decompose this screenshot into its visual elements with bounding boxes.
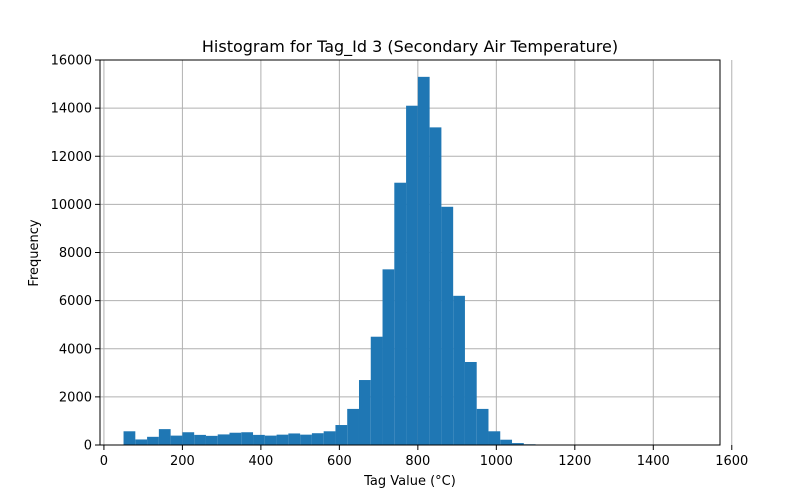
histogram-bar	[476, 408, 489, 445]
histogram-bar	[429, 127, 442, 445]
histogram-bar	[512, 443, 524, 445]
histogram-bar	[253, 434, 265, 445]
histogram-bar	[406, 105, 418, 445]
histogram-bar	[417, 76, 430, 445]
x-tick-label: 1000	[480, 454, 513, 469]
histogram-bar	[264, 435, 277, 445]
x-tick-label: 1600	[715, 454, 748, 469]
histogram-bar	[464, 361, 477, 445]
histogram-bar	[182, 432, 195, 445]
x-tick-label: 1200	[558, 454, 591, 469]
histogram-bar	[323, 431, 336, 445]
x-tick-label: 800	[405, 454, 430, 469]
y-tick-label: 0	[84, 439, 92, 454]
histogram-bar	[229, 432, 242, 445]
histogram-bar	[288, 433, 301, 445]
chart-title: Histogram for Tag_Id 3 (Secondary Air Te…	[202, 37, 618, 57]
y-tick-label: 4000	[59, 342, 92, 357]
histogram-bar	[370, 336, 383, 445]
histogram-bar	[441, 206, 454, 445]
histogram-bar	[276, 434, 289, 445]
histogram-bar	[194, 434, 206, 445]
y-tick-label: 8000	[59, 246, 92, 261]
histogram-bar	[382, 269, 395, 445]
y-tick-label: 14000	[51, 102, 92, 117]
histogram-bar	[135, 439, 148, 445]
histogram-bar	[217, 434, 230, 445]
histogram-bar	[205, 435, 218, 445]
histogram-bar	[453, 295, 465, 445]
histogram-bar	[123, 431, 136, 445]
histogram-bar	[488, 431, 501, 445]
y-tick-label: 12000	[51, 150, 92, 165]
histogram-bar	[335, 425, 348, 445]
histogram-bar	[300, 434, 312, 445]
x-tick-label: 1400	[637, 454, 670, 469]
y-tick-label: 16000	[51, 54, 92, 69]
x-tick-label: 600	[327, 454, 352, 469]
y-tick-label: 2000	[59, 390, 92, 405]
y-tick-label: 6000	[59, 294, 92, 309]
histogram-bar	[347, 408, 359, 445]
histogram-bar	[158, 429, 171, 445]
x-tick-label: 0	[100, 454, 108, 469]
histogram-bar	[241, 432, 254, 445]
histogram-bar	[147, 436, 159, 445]
histogram-bar	[394, 182, 407, 445]
histogram-bar	[500, 439, 513, 445]
histogram-bar	[358, 380, 371, 445]
histogram-bar	[311, 433, 324, 445]
y-tick-label: 10000	[51, 198, 92, 213]
x-axis-label: Tag Value (°C)	[363, 474, 456, 489]
histogram-bars	[123, 76, 536, 445]
x-tick-label: 400	[248, 454, 273, 469]
x-tick-label: 200	[170, 454, 195, 469]
axis-ticks: 0 200 400 600 800 1000 1200 1400 160002000400060…	[51, 54, 749, 470]
histogram-bar	[170, 435, 183, 445]
y-axis-label: Frequency	[27, 219, 42, 286]
